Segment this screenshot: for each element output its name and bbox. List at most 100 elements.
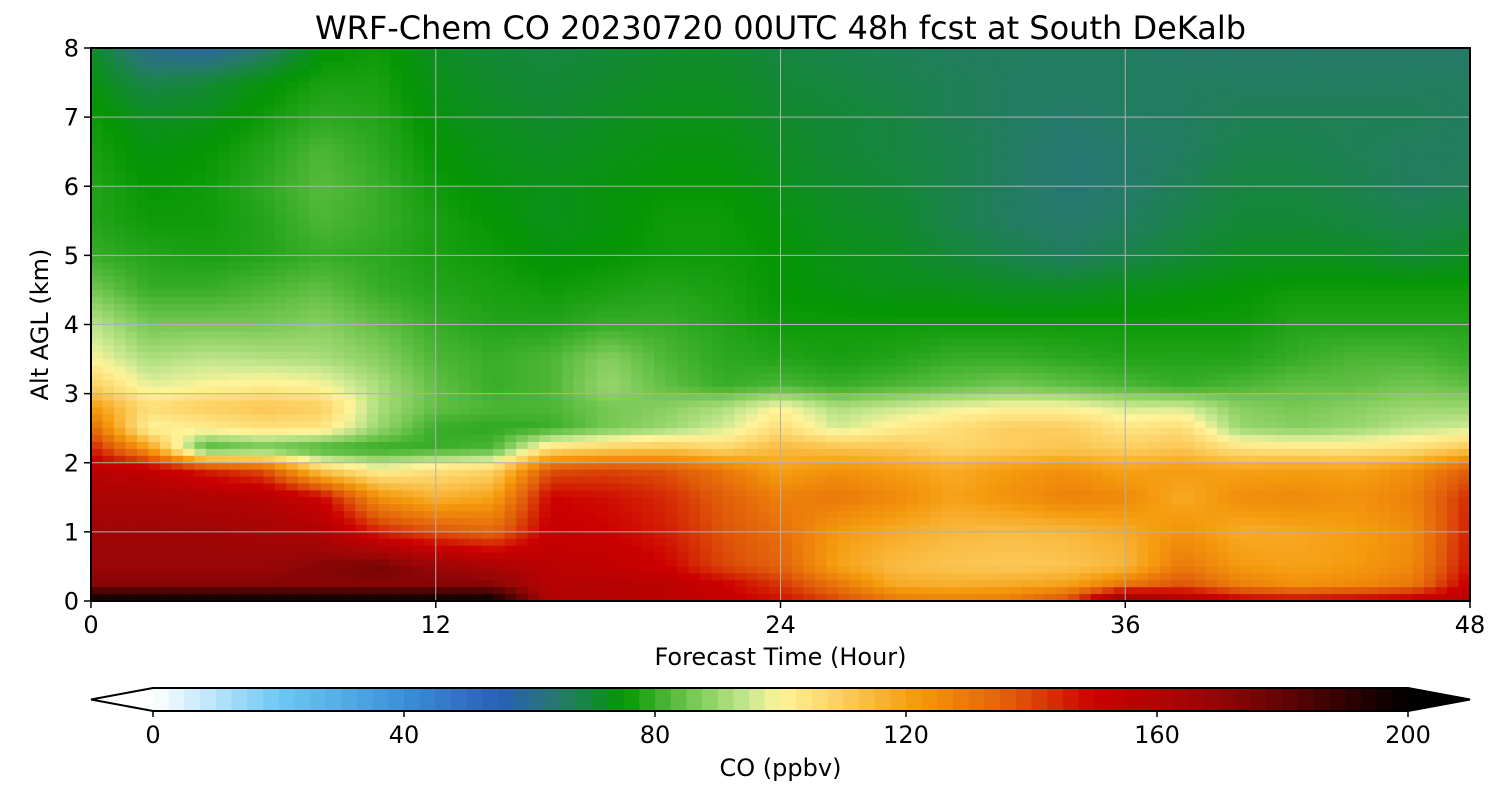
heatmap-cell xyxy=(746,200,759,208)
heatmap-cell xyxy=(1251,165,1264,174)
heatmap-cell xyxy=(343,248,356,256)
heatmap-cell xyxy=(711,48,724,56)
heatmap-cell xyxy=(642,172,655,180)
heatmap-cell xyxy=(1194,200,1207,208)
heatmap-cell xyxy=(1251,213,1264,222)
heatmap-cell xyxy=(1136,227,1149,236)
heatmap-cell xyxy=(205,227,219,236)
heatmap-cell xyxy=(1010,248,1023,256)
heatmap-cell xyxy=(297,303,310,312)
heatmap-cell xyxy=(642,117,655,125)
heatmap-cell xyxy=(401,324,414,333)
heatmap-cell xyxy=(1067,172,1080,180)
heatmap-cell xyxy=(1297,283,1310,291)
heatmap-cell xyxy=(608,269,621,277)
heatmap-cell xyxy=(734,186,747,194)
heatmap-cell xyxy=(1366,117,1379,125)
heatmap-cell xyxy=(366,96,379,104)
heatmap-cell xyxy=(849,200,862,208)
heatmap-cell xyxy=(332,269,345,277)
heatmap-cell xyxy=(171,82,184,91)
heatmap-cell xyxy=(826,269,839,277)
heatmap-cell xyxy=(205,54,219,63)
heatmap-cell xyxy=(631,48,644,56)
heatmap-cell xyxy=(401,248,414,256)
heatmap-cell xyxy=(1136,241,1149,250)
heatmap-cell xyxy=(1332,96,1345,104)
heatmap-cell xyxy=(1297,54,1310,63)
heatmap-cell xyxy=(481,213,494,222)
heatmap-cell xyxy=(1355,317,1368,326)
heatmap-cell xyxy=(1297,193,1310,201)
heatmap-cell xyxy=(1033,296,1046,305)
heatmap-cell xyxy=(872,48,885,56)
heatmap-cell xyxy=(975,193,988,201)
heatmap-cell xyxy=(504,200,517,208)
heatmap-cell xyxy=(251,124,264,132)
heatmap-cell xyxy=(1458,137,1471,146)
heatmap-cell xyxy=(297,324,310,333)
heatmap-cell xyxy=(493,234,506,243)
heatmap-cell xyxy=(550,68,563,77)
heatmap-cell xyxy=(585,303,598,312)
heatmap-cell xyxy=(562,220,575,229)
heatmap-cell xyxy=(136,331,150,339)
heatmap-cell xyxy=(723,248,736,256)
heatmap-cell xyxy=(320,68,333,77)
heatmap-cell xyxy=(837,172,851,180)
heatmap-cell xyxy=(274,331,287,339)
heatmap-cell xyxy=(585,317,598,326)
heatmap-cell xyxy=(654,206,667,215)
heatmap-cell xyxy=(458,248,471,256)
heatmap-cell xyxy=(113,310,127,319)
heatmap-cell xyxy=(803,283,816,291)
heatmap-cell xyxy=(389,248,402,256)
heatmap-cell xyxy=(309,234,322,243)
heatmap-cell xyxy=(1010,165,1023,174)
heatmap-cell xyxy=(1171,303,1184,312)
heatmap-cell xyxy=(182,234,196,243)
heatmap-cell xyxy=(378,220,391,229)
heatmap-cell xyxy=(1378,317,1391,326)
heatmap-cell xyxy=(274,234,287,243)
heatmap-cell xyxy=(826,144,839,153)
heatmap-cell xyxy=(975,110,988,118)
heatmap-cell xyxy=(424,200,437,208)
heatmap-cell xyxy=(136,234,150,243)
heatmap-cell xyxy=(573,110,586,118)
heatmap-cell xyxy=(1320,117,1333,125)
heatmap-cell xyxy=(504,262,517,270)
heatmap-cell xyxy=(1194,296,1207,305)
heatmap-cell xyxy=(1251,262,1264,270)
heatmap-cell xyxy=(1102,110,1115,118)
heatmap-cell xyxy=(814,151,828,160)
heatmap-cell xyxy=(194,130,207,139)
heatmap-cell xyxy=(424,296,437,305)
heatmap-cell xyxy=(1148,310,1161,319)
heatmap-cell xyxy=(435,213,448,222)
heatmap-cell xyxy=(424,289,437,298)
heatmap-cell xyxy=(688,296,701,305)
heatmap-cell xyxy=(1343,234,1356,243)
heatmap-cell xyxy=(217,124,230,132)
heatmap-cell xyxy=(1067,89,1080,97)
heatmap-cell xyxy=(585,117,598,125)
heatmap-cell xyxy=(91,82,104,91)
heatmap-cell xyxy=(1412,165,1425,174)
heatmap-cell xyxy=(562,234,575,243)
heatmap-cell xyxy=(918,186,931,194)
heatmap-cell xyxy=(883,289,897,298)
heatmap-cell xyxy=(780,241,793,250)
heatmap-cell xyxy=(642,124,655,132)
heatmap-cell xyxy=(619,310,632,319)
heatmap-cell xyxy=(1447,179,1460,187)
heatmap-cell xyxy=(1424,317,1437,326)
heatmap-cell xyxy=(1251,303,1264,312)
heatmap-cell xyxy=(263,206,276,215)
heatmap-cell xyxy=(251,89,264,97)
heatmap-cell xyxy=(1251,234,1264,243)
heatmap-cell xyxy=(217,179,230,187)
heatmap-cell xyxy=(711,89,724,97)
heatmap-cell xyxy=(286,317,299,326)
heatmap-cell xyxy=(378,89,391,97)
